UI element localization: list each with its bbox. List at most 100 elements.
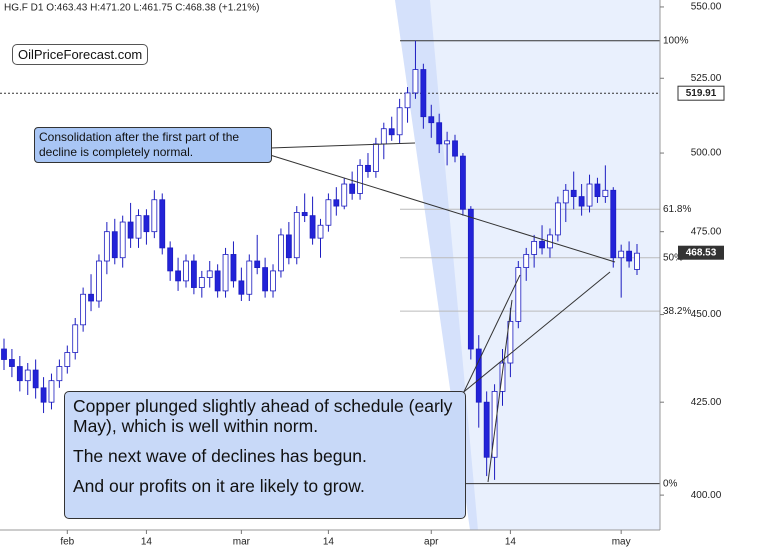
candle-body (159, 199, 166, 249)
candle-body (365, 164, 371, 172)
candle-body (539, 240, 545, 249)
candle-body (24, 369, 31, 382)
candle-body (570, 189, 577, 197)
fib-label: 38.2% (663, 306, 691, 317)
callout-pointer (269, 142, 416, 149)
candle-body (230, 254, 237, 282)
x-tick-label: 14 (505, 537, 517, 548)
candle-body (420, 69, 427, 118)
candle-body (388, 128, 395, 136)
candle-body (143, 215, 150, 233)
candle-body (198, 277, 205, 288)
candle-body (523, 254, 530, 268)
candle-body (309, 215, 316, 239)
candle-body (428, 116, 435, 124)
candle-body (349, 183, 356, 194)
candle-body (32, 369, 39, 389)
y-tick-label: 450.00 (691, 309, 722, 320)
candle-body (412, 69, 419, 94)
box-line: Copper plunged slightly ahead of schedul… (73, 396, 453, 436)
candle-body (40, 387, 47, 403)
candle-body (16, 366, 23, 382)
candle-body (1, 348, 7, 360)
candle-body (9, 359, 15, 367)
box-pointer (459, 271, 611, 396)
y-tick-label: 475.00 (691, 226, 722, 237)
candle-body (341, 183, 348, 207)
candle-body (80, 293, 87, 326)
candle-body (285, 234, 292, 259)
y-tick-label: 550.00 (691, 2, 722, 13)
candle-body (127, 221, 134, 239)
y-tick-label: 500.00 (691, 148, 722, 159)
fib-label: 0% (663, 478, 678, 489)
candle-body (64, 352, 71, 367)
candle-body (254, 260, 261, 268)
header: HG.F D1 O:463.43 H:471.20 L:461.75 C:468… (4, 3, 259, 14)
candle-body (554, 202, 561, 236)
candle-body (562, 189, 569, 204)
candle-body (206, 270, 213, 278)
candle-body (48, 380, 55, 403)
fib-label: 100% (663, 35, 689, 46)
watermark: OilPriceForecast.com (12, 44, 149, 65)
candle-body (190, 260, 197, 288)
callout: Consolidation after the first part of th… (34, 127, 272, 163)
candle-body (317, 224, 324, 239)
fib-label: 50% (663, 252, 683, 263)
y-tick-label: 400.00 (691, 490, 722, 501)
candle-body (135, 215, 142, 239)
candle-body (246, 260, 253, 295)
candle-body (56, 366, 63, 382)
candle-body (507, 320, 514, 364)
candle-body (119, 221, 126, 259)
candle-body (515, 267, 522, 322)
candle-body (96, 260, 102, 302)
x-tick-label: feb (60, 537, 74, 548)
candle-body (72, 324, 79, 353)
candle-body (183, 260, 189, 282)
candle-body (111, 231, 118, 259)
candle-body (483, 401, 490, 458)
candle-body (333, 199, 340, 207)
x-tick-label: mar (233, 537, 251, 548)
candle-body (610, 189, 617, 259)
candle-body (634, 252, 640, 270)
candle-body (380, 128, 387, 145)
candle-body (151, 199, 158, 233)
annotation-box: Copper plunged slightly ahead of schedul… (64, 391, 466, 519)
candle-body (404, 92, 411, 109)
candle-body (88, 293, 94, 302)
x-tick-label: apr (424, 537, 439, 548)
candle-body (214, 270, 221, 292)
candle-body (372, 143, 379, 172)
box-pointer (459, 274, 521, 401)
callout-pointer (269, 154, 616, 263)
candle-body (444, 140, 451, 145)
candle-body (270, 270, 276, 292)
candle-body (167, 247, 174, 272)
candle-body (278, 234, 284, 272)
candle-body (238, 280, 245, 295)
candle-body (103, 231, 110, 262)
candle-body (293, 212, 300, 259)
candle-body (499, 362, 506, 392)
candle-body (626, 250, 632, 262)
candle-body (175, 270, 181, 282)
trend-line (487, 299, 513, 483)
candle-body (467, 208, 474, 350)
candle-body (578, 196, 585, 207)
price-tag (678, 245, 724, 260)
candle-body (491, 391, 498, 458)
candle-body (594, 183, 601, 197)
price-tag-label: 468.53 (686, 247, 717, 258)
y-tick-label: 525.00 (691, 73, 722, 84)
box-line: The next wave of declines has begun. (73, 446, 367, 466)
candle-body (301, 212, 308, 217)
y-tick-label: 425.00 (691, 397, 722, 408)
candle-body (586, 183, 593, 207)
price-tag (677, 85, 725, 101)
candle-body (460, 155, 466, 210)
fib-label: 61.8% (663, 204, 691, 215)
